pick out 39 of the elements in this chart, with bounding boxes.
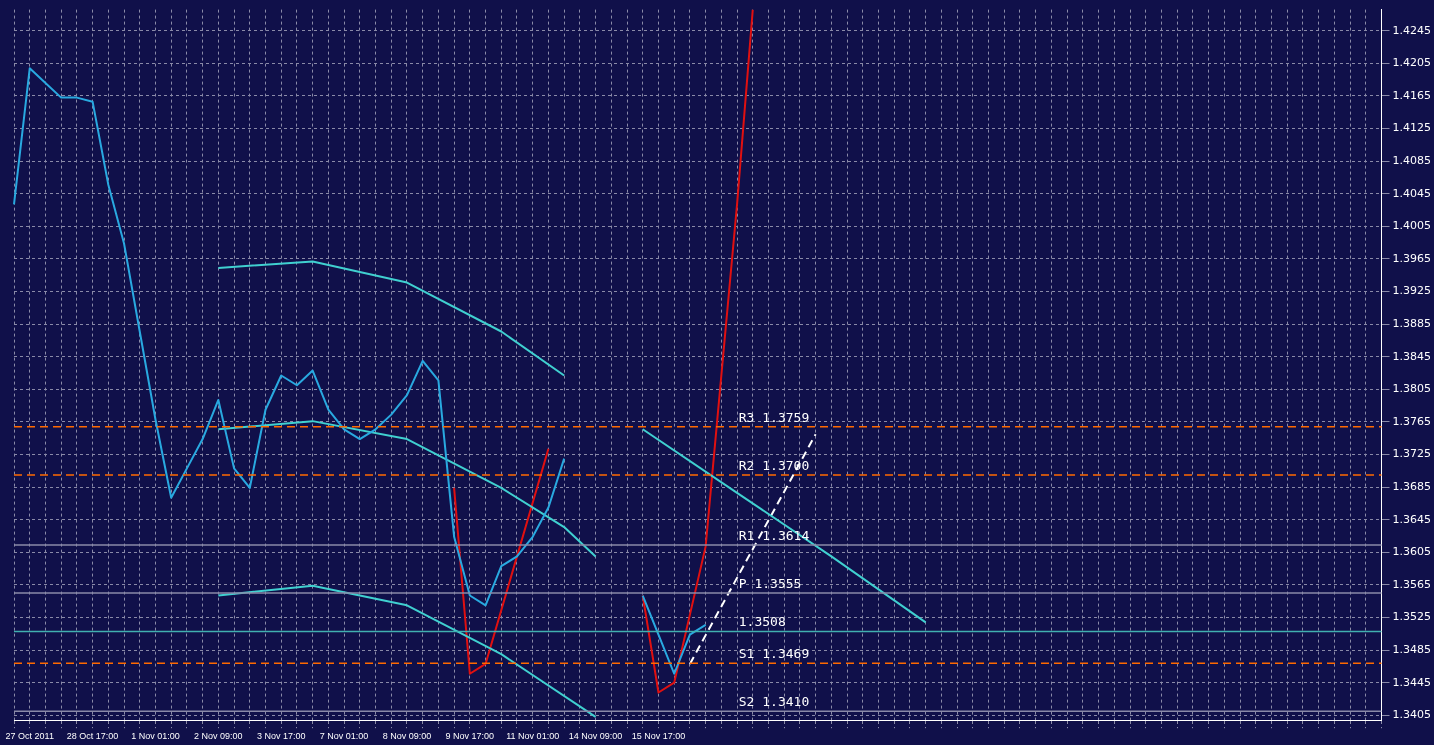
y-tick-label: 1.3605 — [1392, 545, 1432, 559]
y-tick-label: 1.4005 — [1392, 219, 1432, 233]
ref-line-label: R2 1.3700 — [738, 457, 810, 473]
x-tick-label: 14 Nov 09:00 — [568, 731, 623, 742]
x-tick-label: 28 Oct 17:00 — [66, 731, 119, 742]
y-tick-label: 1.3445 — [1392, 675, 1432, 689]
x-tick-label: 8 Nov 09:00 — [382, 731, 432, 742]
y-tick-label: 1.3565 — [1392, 577, 1432, 591]
x-tick-label: 9 Nov 17:00 — [445, 731, 495, 742]
y-tick-label: 1.3405 — [1392, 708, 1432, 722]
ref-line-label: P 1.3555 — [738, 575, 802, 591]
x-tick-label: 7 Nov 01:00 — [319, 731, 369, 742]
ref-line-label: 1.3508 — [738, 614, 786, 630]
y-tick-label: 1.3885 — [1392, 317, 1432, 331]
x-tick-label: 27 Oct 2011 — [5, 731, 54, 742]
y-tick-label: 1.4085 — [1392, 154, 1432, 168]
y-tick-label: 1.4125 — [1392, 121, 1432, 135]
y-tick-label: 1.3845 — [1392, 349, 1432, 363]
ref-line-label: R3 1.3759 — [738, 409, 810, 425]
x-tick-label: 2 Nov 09:00 — [194, 731, 243, 742]
x-tick-label: 1 Nov 01:00 — [131, 731, 180, 742]
y-tick-label: 1.3685 — [1392, 480, 1432, 493]
y-tick-label: 1.3965 — [1392, 251, 1432, 265]
y-tick-label: 1.3725 — [1392, 447, 1432, 461]
y-tick-label: 1.3765 — [1392, 414, 1432, 428]
y-tick-label: 1.4165 — [1392, 88, 1432, 102]
y-tick-label: 1.4045 — [1392, 186, 1432, 200]
y-tick-label: 1.3485 — [1392, 642, 1432, 656]
y-tick-label: 1.3645 — [1392, 512, 1432, 526]
y-tick-label: 1.3525 — [1392, 610, 1432, 624]
x-tick-label: 3 Nov 17:00 — [256, 731, 306, 742]
y-tick-label: 1.3925 — [1392, 284, 1432, 298]
ref-line-label: S1 1.3469 — [738, 646, 810, 662]
ref-line-label: S2 1.3410 — [738, 694, 810, 710]
y-tick-label: 1.4245 — [1392, 23, 1432, 37]
x-tick-label: 11 Nov 01:00 — [506, 731, 560, 742]
x-tick-label: 15 Nov 17:00 — [631, 731, 686, 742]
y-tick-label: 1.3805 — [1392, 382, 1432, 396]
y-tick-label: 1.4205 — [1392, 56, 1432, 70]
